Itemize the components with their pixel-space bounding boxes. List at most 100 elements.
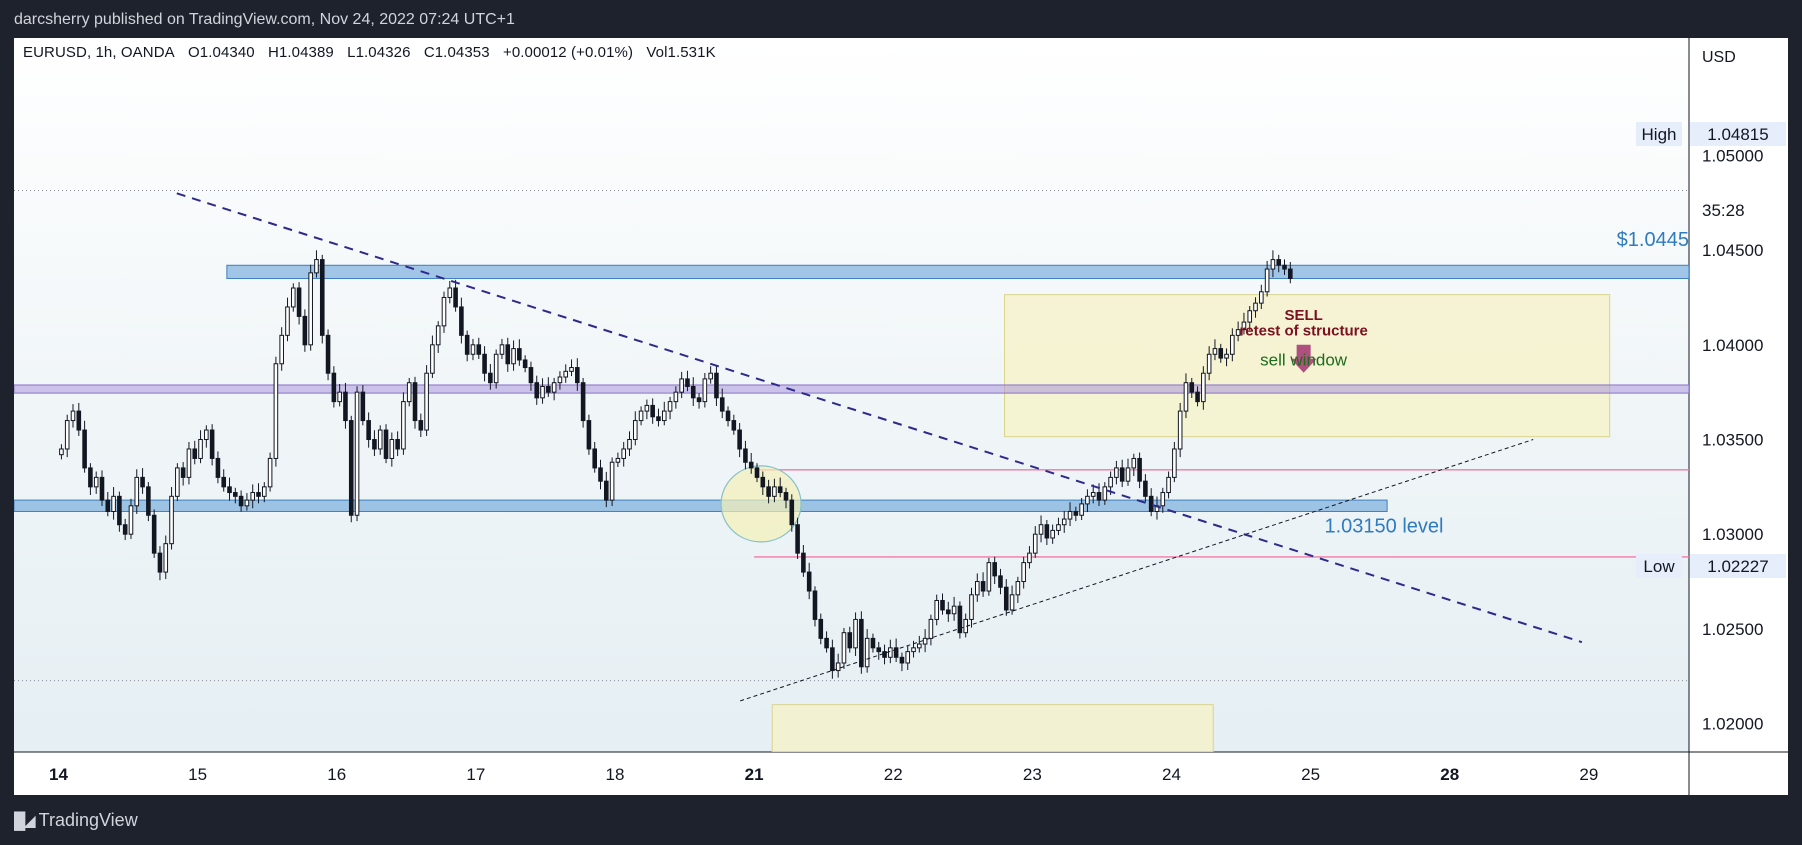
candle-up	[111, 495, 116, 512]
candle-up	[163, 543, 169, 573]
candle-up	[337, 391, 342, 403]
candle-down	[528, 367, 534, 384]
candle-up	[1241, 321, 1247, 331]
candle-up	[441, 296, 447, 327]
candle-up	[661, 410, 667, 422]
candle-up	[59, 448, 64, 456]
candle-down	[801, 552, 806, 573]
candle-up	[354, 391, 360, 516]
candle-up	[621, 448, 626, 459]
candle-down	[146, 486, 151, 516]
candle-down	[696, 397, 702, 403]
legend-low: L1.04326	[347, 44, 411, 61]
candle-down	[256, 492, 261, 497]
price-tick-label: 1.04500	[1702, 241, 1763, 260]
candle-down	[233, 492, 238, 497]
candle-down	[325, 334, 331, 374]
candle-down	[1073, 510, 1079, 516]
candle-down	[731, 420, 737, 431]
candle-down	[105, 499, 111, 512]
candle-down	[76, 410, 82, 431]
candle-down	[192, 448, 198, 459]
candle-down	[998, 575, 1003, 588]
candle-down	[412, 382, 418, 422]
level-label-1.04450: $1.04450 level	[1617, 229, 1747, 251]
descending-trendline[interactable]	[176, 192, 1583, 644]
candle-down	[725, 410, 731, 422]
candle-up	[1230, 334, 1235, 355]
price-chart[interactable]: $1.04450 level 1.03150 level SELL retest…	[14, 38, 1788, 795]
candle-up	[1032, 533, 1038, 554]
candle-down	[690, 385, 696, 399]
candle-down	[157, 552, 163, 573]
candle-down	[714, 372, 719, 399]
candle-up	[389, 439, 395, 459]
candle-down	[604, 480, 609, 501]
candle-down	[783, 492, 789, 501]
candle-up	[1235, 329, 1241, 336]
candle-up	[406, 382, 412, 403]
candle-down	[151, 514, 157, 554]
candle-down	[180, 467, 186, 478]
candle-up	[377, 429, 383, 450]
target-zone[interactable]	[771, 704, 1214, 754]
candle-down	[980, 581, 986, 592]
candle-down	[1137, 457, 1142, 482]
candle-up	[551, 382, 557, 393]
candle-up	[934, 599, 940, 620]
candle-down	[372, 439, 377, 450]
candle-down	[488, 372, 493, 384]
resistance-zone-1.04450[interactable]	[226, 264, 1689, 280]
candle-down	[818, 618, 824, 639]
price-axis-background[interactable]	[1689, 38, 1788, 795]
candle-up	[1259, 291, 1264, 304]
candle-up	[285, 306, 290, 336]
retest-circle[interactable]	[720, 465, 802, 543]
candle-up	[435, 325, 441, 346]
candle-down	[117, 495, 122, 526]
legend-close: C1.04353	[423, 44, 490, 61]
candle-up	[638, 410, 644, 422]
candle-up	[644, 404, 650, 412]
time-tick-label: 24	[1162, 765, 1181, 784]
time-axis-background[interactable]	[14, 752, 1788, 795]
candle-down	[343, 391, 348, 422]
support-zone-1.03150[interactable]	[14, 499, 1388, 512]
candle-up	[841, 632, 847, 664]
candle-up	[1085, 495, 1090, 505]
low-badge: Low 1.02227	[1636, 554, 1786, 578]
time-tick-label: 18	[606, 765, 625, 784]
candle-up	[1160, 492, 1166, 507]
candle-up	[273, 363, 279, 459]
price-axis[interactable]: 1.05000 1.04500 1.04000 1.03500 1.03000 1.025…	[1702, 146, 1763, 733]
candle-down	[1189, 382, 1195, 393]
candle-up	[204, 429, 209, 441]
ohlc-legend: EURUSD, 1h, OANDA O1.04340 H1.04389 L1.0…	[23, 44, 725, 61]
time-tick-label: 29	[1579, 765, 1598, 784]
candle-down	[882, 651, 887, 658]
candle-up	[424, 372, 429, 431]
ascending-trendline[interactable]	[740, 439, 1534, 702]
candle-up	[986, 562, 992, 592]
candle-up	[1253, 302, 1258, 312]
candle-up	[835, 662, 841, 672]
legend-symbol[interactable]: EURUSD, 1h, OANDA	[23, 44, 175, 61]
candle-up	[905, 651, 911, 664]
candle-down	[238, 495, 244, 507]
candle-down	[656, 416, 661, 422]
candle-up	[1050, 529, 1055, 539]
candle-up	[1021, 562, 1026, 583]
candle-up	[569, 367, 574, 372]
candle-down	[383, 429, 389, 459]
candle-up	[557, 376, 563, 384]
candle-down	[580, 382, 586, 422]
candle-up	[250, 492, 256, 501]
time-axis[interactable]: 14 15 16 17 18 21 22 23 24 25 28 29	[49, 765, 1598, 784]
candle-up	[447, 287, 453, 298]
candle-down	[748, 461, 754, 469]
candle-up	[1090, 492, 1096, 497]
candle-down	[650, 404, 655, 418]
structure-zone-purple[interactable]	[14, 384, 1689, 394]
candle-down	[754, 467, 760, 478]
tradingview-logo[interactable]: █◢ TradingView	[14, 810, 138, 831]
